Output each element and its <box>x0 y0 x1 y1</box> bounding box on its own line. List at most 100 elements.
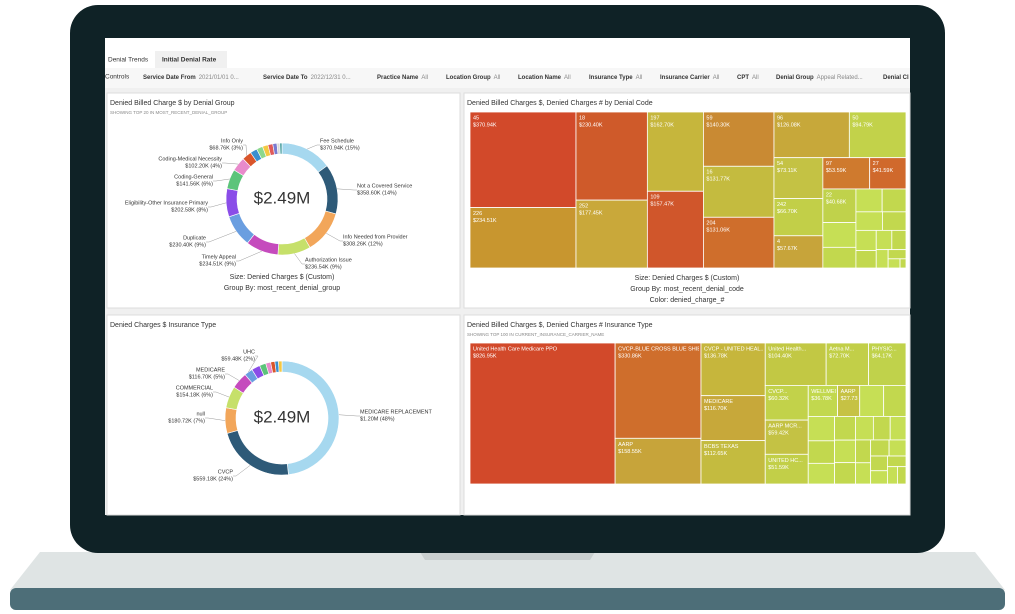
cell-label: Aetna M... <box>829 346 855 352</box>
filter[interactable]: Insurance Type All <box>589 75 642 81</box>
leader-line <box>326 233 343 242</box>
leader-line <box>206 231 237 243</box>
treemap-cell <box>870 439 890 457</box>
leader-line <box>236 250 262 262</box>
treemap-cell <box>575 111 648 201</box>
slice-label: Info Needed from Provider <box>343 234 408 240</box>
treemap-cell <box>807 416 836 442</box>
cell-label: 16 <box>706 170 712 176</box>
cell-value-label: $57.67K <box>777 246 798 252</box>
treemap-cell <box>855 462 872 485</box>
treemap-cell <box>887 258 901 269</box>
filter-value: Appeal Related... <box>817 75 863 81</box>
leader-line <box>233 465 251 477</box>
cell-label-clip: 27$41.59K <box>873 161 894 174</box>
cell-label-clip: 97$53.59K <box>826 161 847 174</box>
cell-label-clip: 4$57.67K <box>777 239 798 252</box>
cell-label-clip: BCBS TEXAS$112.65K <box>704 444 739 457</box>
filter[interactable]: Denial Group Appeal Related... <box>776 75 863 81</box>
cell-value-label: $131.06K <box>706 228 730 234</box>
cell-label-clip: CVCP-BLUE CROSS BLUE SHIELD$330.86K <box>618 346 699 359</box>
filter-name: Location Name <box>518 75 562 81</box>
filter-value: All <box>713 75 720 81</box>
treemap-cell <box>855 229 877 251</box>
filter[interactable]: CPT All <box>737 75 759 81</box>
filter-value: 2022/12/31 0... <box>311 75 351 81</box>
slice-value-label: $202.58K (8%) <box>171 207 208 213</box>
cell-label-clip: MEDICARE$116.70K <box>704 399 733 412</box>
tab[interactable]: Denial Trends <box>108 57 149 64</box>
donut-slice <box>225 188 240 218</box>
treemap-cell <box>700 342 766 397</box>
cell-label: BCBS TEXAS <box>704 444 739 450</box>
treemap-cell <box>855 211 883 231</box>
filter[interactable]: Service Date To 2022/12/31 0... <box>263 75 351 81</box>
cell-label: 59 <box>706 115 712 121</box>
cell-label-clip: AARP$27.73K <box>841 389 858 402</box>
cell-value-label: $66.70K <box>777 209 798 215</box>
cell-value-label: $73.11K <box>777 168 797 174</box>
controls-bar <box>105 68 910 88</box>
cell-value-label: $36.78K <box>811 396 832 402</box>
treemap-cell <box>703 165 775 218</box>
cell-label-clip: 197$162.70K <box>650 115 674 128</box>
slice-label: Duplicate <box>183 235 206 241</box>
cell-label-clip: AARP MCR...$59.42K <box>768 424 802 437</box>
panel-title: Denied Billed Charges $, Denied Charges … <box>467 322 653 329</box>
treemap-cell <box>822 157 871 190</box>
slice-label: Eligibility-Other Insurance Primary <box>125 200 208 206</box>
cell-label: 18 <box>579 115 585 121</box>
cell-label-clip: 54$73.11K <box>777 161 797 174</box>
slice-value-label: $154.18K (6%) <box>176 392 213 398</box>
cell-label-clip: 59$140.30K <box>706 115 730 128</box>
slice-value-label: $180.72K (7%) <box>168 418 205 424</box>
cell-value-label: $112.65K <box>704 451 727 457</box>
treemap-cell <box>888 439 907 457</box>
cell-value-label: $230.40K <box>579 122 603 128</box>
treemap-cell <box>859 385 885 417</box>
active-tab[interactable] <box>155 51 227 68</box>
slice-value-label: $102.20K (4%) <box>185 163 222 169</box>
cell-label: 96 <box>777 115 783 121</box>
slice-label: MEDICARE REPLACEMENT <box>360 409 432 415</box>
slice-label: Info Only <box>221 138 243 144</box>
filter[interactable]: Location Name All <box>518 75 571 81</box>
cell-label-clip: 109$157.47K <box>650 195 674 208</box>
cell-label-clip: 226$234.51K <box>473 211 497 224</box>
cell-value-label: $162.70K <box>650 122 674 128</box>
cell-label: United Health Care Medicare PPO <box>473 346 558 352</box>
treemap-cell <box>834 462 856 485</box>
filter-name: Denial Group <box>776 75 814 81</box>
cell-value-label: $41.59K <box>873 168 894 174</box>
filter[interactable]: Service Date From 2021/01/01 0... <box>143 75 239 81</box>
slice-value-label: $236.54K (9%) <box>305 264 342 270</box>
treemap-cell <box>764 342 827 386</box>
cell-label: 252 <box>579 204 588 210</box>
leader-line <box>294 253 305 265</box>
cell-value-label: $104.40K <box>768 353 792 359</box>
cell-label: United Health... <box>768 346 806 352</box>
treemap-cell <box>700 440 766 485</box>
filter[interactable]: Location Group All <box>446 75 500 81</box>
slice-label: Coding-Medical Necessity <box>158 156 222 162</box>
cell-label: 4 <box>777 239 780 245</box>
filter[interactable]: Insurance Carrier All <box>660 75 719 81</box>
leader-line <box>225 373 240 381</box>
treemap-cell <box>575 199 648 269</box>
treemap-cell <box>764 419 809 455</box>
filter[interactable]: Practice Name All <box>377 75 428 81</box>
leader-line <box>205 417 226 421</box>
cell-label: 204 <box>706 221 715 227</box>
tab[interactable]: Initial Denial Rate <box>162 57 217 64</box>
panel <box>106 92 461 309</box>
treemap-cell <box>807 440 836 464</box>
treemap-cell <box>855 250 877 269</box>
treemap-cell <box>897 466 907 485</box>
footer: Color: denied_charge_# <box>650 297 725 304</box>
filter[interactable]: Denial Cl <box>883 75 909 81</box>
filter-value: All <box>421 75 428 81</box>
cell-label-clip: 242$66.70K <box>777 202 798 215</box>
panel-title: Denied Charges $ Insurance Type <box>110 322 216 329</box>
leader-line <box>248 355 259 373</box>
filter-value: All <box>494 75 501 81</box>
